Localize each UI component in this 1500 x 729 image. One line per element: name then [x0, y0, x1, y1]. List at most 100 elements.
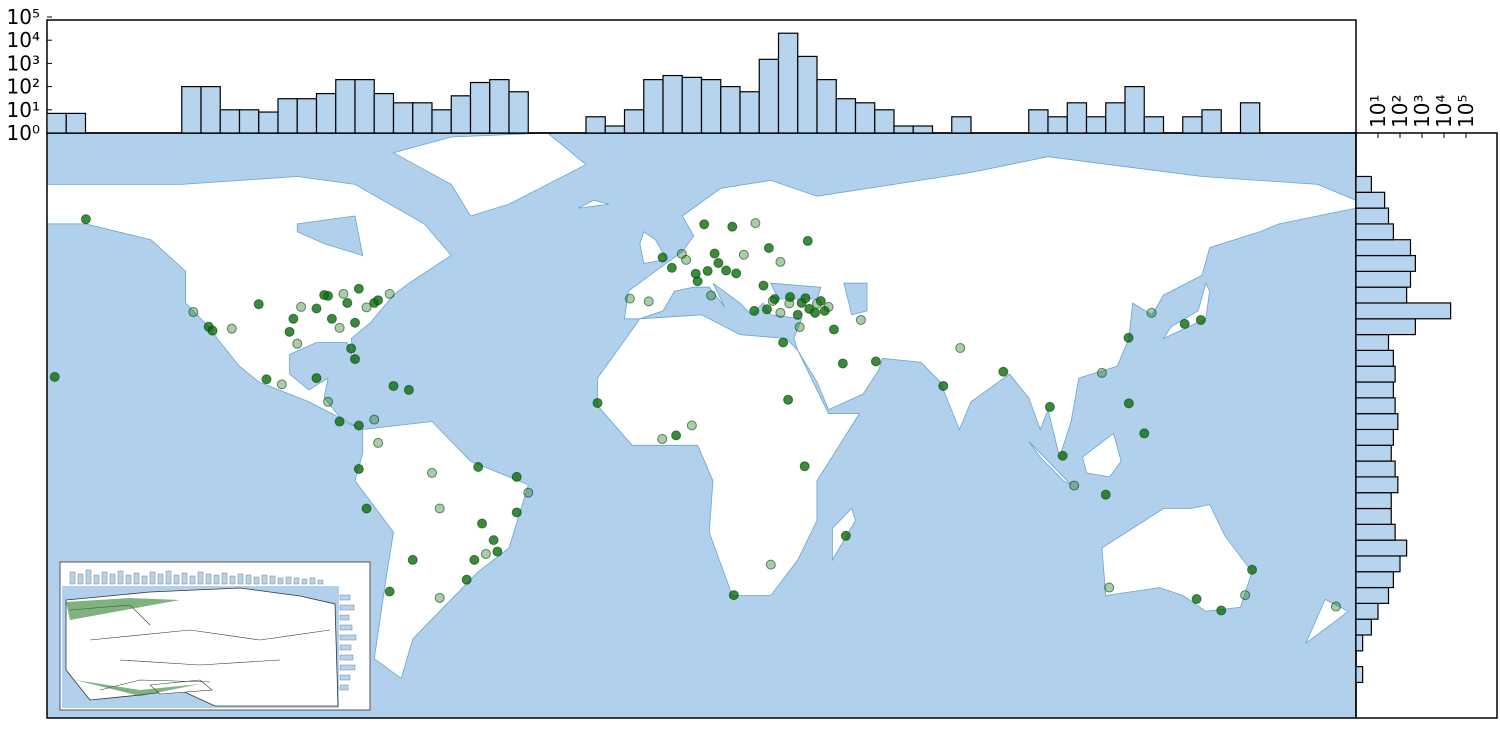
point: [1104, 582, 1115, 593]
point: [334, 416, 345, 427]
point: [706, 290, 717, 301]
point: [407, 554, 418, 565]
point: [1139, 428, 1150, 439]
bar: [392, 102, 414, 134]
x-tick-label: 10¹: [1366, 95, 1390, 128]
point: [461, 574, 472, 585]
bar: [1355, 539, 1408, 557]
point: [837, 358, 848, 369]
point: [1044, 401, 1055, 412]
bar: [200, 85, 221, 134]
bar: [450, 95, 472, 134]
bar: [238, 109, 260, 134]
point: [342, 297, 353, 308]
point: [403, 384, 414, 395]
point: [434, 503, 445, 514]
bar: [508, 91, 529, 134]
y-tick-label: 10⁰: [7, 121, 40, 145]
point: [1240, 590, 1251, 601]
point: [253, 299, 264, 310]
point: [671, 430, 682, 441]
point: [353, 463, 364, 474]
point: [477, 518, 488, 529]
bar: [1355, 555, 1401, 573]
bar: [1355, 586, 1390, 604]
bar: [816, 79, 837, 134]
bar: [1355, 302, 1452, 320]
point: [261, 374, 272, 385]
bar: [219, 109, 241, 134]
point: [1069, 480, 1080, 491]
point: [292, 338, 303, 349]
point: [765, 559, 776, 570]
bar: [1355, 571, 1394, 589]
point: [207, 325, 218, 336]
point: [761, 304, 772, 315]
point: [778, 337, 789, 348]
point: [284, 326, 295, 337]
point: [480, 548, 491, 559]
point: [785, 292, 796, 303]
bar: [720, 85, 741, 134]
landmass: [1028, 441, 1072, 486]
bar: [835, 98, 857, 134]
point: [802, 235, 813, 246]
y-tick-label: 10³: [7, 51, 40, 75]
point: [323, 396, 334, 407]
landmass: [1082, 432, 1122, 478]
bar: [1355, 666, 1364, 684]
bar: [1355, 207, 1390, 225]
bar: [1355, 460, 1396, 478]
bar: [951, 116, 972, 134]
point: [721, 265, 732, 276]
point: [311, 373, 322, 384]
bar: [854, 102, 876, 134]
point: [731, 268, 742, 279]
landmass: [1101, 504, 1253, 612]
point: [384, 586, 395, 597]
points-layer: [49, 214, 1341, 616]
landmass: [597, 314, 861, 596]
bar: [258, 111, 279, 134]
bar: [1028, 109, 1049, 134]
point: [998, 366, 1009, 377]
point: [1330, 601, 1341, 612]
bar: [1047, 116, 1068, 134]
bar: [604, 125, 626, 134]
point: [775, 256, 786, 267]
bar: [623, 109, 645, 134]
point: [840, 530, 851, 541]
bar: [277, 98, 298, 134]
bar: [1355, 428, 1394, 446]
point: [763, 243, 774, 254]
point: [666, 262, 677, 273]
point: [1195, 314, 1206, 325]
point: [188, 307, 199, 318]
inset-map: [59, 561, 371, 711]
point: [823, 301, 834, 312]
point: [434, 592, 445, 603]
point: [1123, 398, 1134, 409]
bar: [1355, 492, 1392, 510]
x-tick-label: 10³: [1410, 95, 1434, 128]
bar: [1355, 381, 1394, 399]
point: [319, 290, 330, 301]
point: [1123, 332, 1134, 343]
bar: [65, 112, 87, 134]
point: [681, 254, 692, 265]
point: [938, 380, 949, 391]
point: [511, 471, 522, 482]
bar: [1085, 116, 1107, 134]
bar: [1355, 270, 1412, 288]
bar: [1201, 109, 1222, 134]
bar: [315, 92, 337, 134]
bar: [1066, 102, 1088, 134]
point: [815, 295, 826, 306]
x-tick-label: 10⁴: [1432, 95, 1456, 128]
y-tick-label: 10²: [7, 75, 40, 99]
point: [1216, 605, 1227, 616]
bar: [758, 58, 780, 134]
bar: [1355, 223, 1394, 241]
bar: [1355, 444, 1392, 462]
